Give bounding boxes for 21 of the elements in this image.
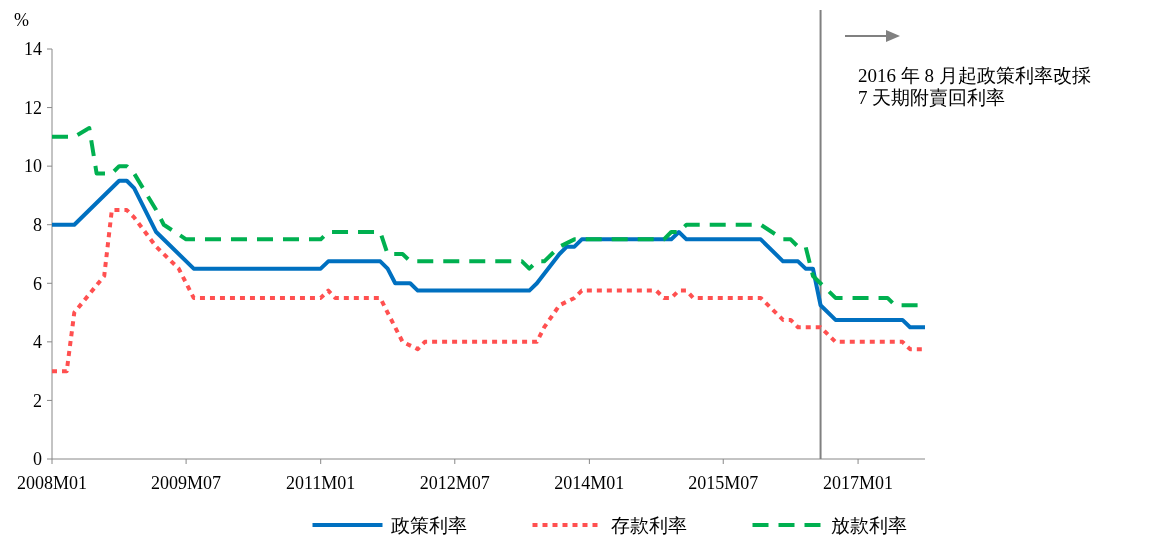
y-tick-label: 0 <box>33 449 42 470</box>
x-tick-label: 2015M07 <box>688 473 759 493</box>
y-tick-label: 2 <box>33 390 42 411</box>
legend-label: 政策利率 <box>390 514 467 536</box>
y-tick-label: 6 <box>33 273 42 294</box>
y-tick-label: 12 <box>24 97 42 118</box>
y-tick-label: 14 <box>24 39 42 60</box>
x-tick-label: 2009M07 <box>151 473 222 493</box>
y-tick-label: 4 <box>33 332 42 353</box>
x-tick-label: 2012M07 <box>419 473 490 493</box>
y-tick-label: 10 <box>24 156 42 177</box>
x-tick-label: 2014M01 <box>554 473 625 493</box>
x-tick-label: 2011M01 <box>286 473 356 493</box>
x-tick-label: 2008M01 <box>16 473 88 493</box>
legend-label: 放款利率 <box>830 514 907 536</box>
y-axis-title: % <box>14 10 29 30</box>
x-tick-label: 2017M01 <box>823 473 894 493</box>
legend-label: 存款利率 <box>610 514 687 536</box>
y-tick-label: 8 <box>33 215 42 236</box>
line-series <box>50 178 927 330</box>
annotation: 2016 年 8 月起政策利率改採 7 天期附賣回利率 <box>858 65 1091 108</box>
